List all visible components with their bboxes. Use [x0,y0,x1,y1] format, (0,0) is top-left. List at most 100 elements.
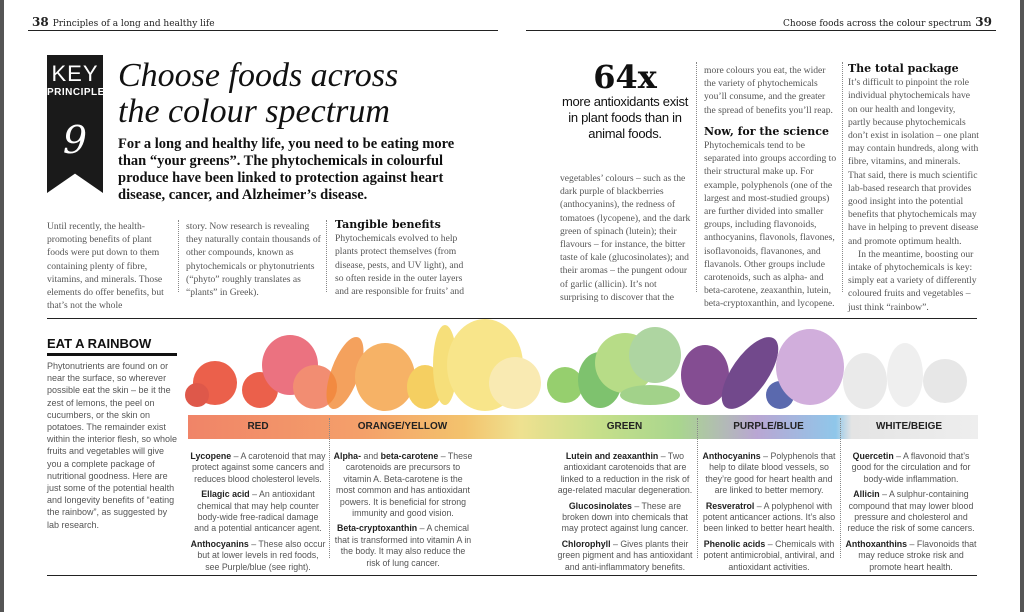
running-title-right: Choose foods across the colour spectrum [783,19,972,29]
total-package-heading: The total package [848,62,959,75]
column-divider [696,62,697,292]
benefit-item: Resveratrol – A polyphenol with potent a… [700,501,838,535]
benefit-name: beta-carotene [380,451,439,461]
column-2: story. Now research is revealing they na… [186,221,321,299]
stat-text: more antioxidants exist in plant foods t… [561,94,689,141]
bottom-rule [47,575,977,576]
column-6-text: It’s difficult to pinpoint the role indi… [848,77,979,247]
column-divider [840,418,841,558]
page-edge-right [1020,0,1024,612]
benefit-item: Anthocyanins – These also occur but at l… [190,539,326,573]
rainbow-colour-bar [188,415,978,439]
benefit-name: Ellagic acid [201,489,250,500]
white-beige-benefits: Quercetin – A flavonoid that’s good for … [844,451,978,577]
banner-principle: PRINCIPLE [47,87,105,98]
stat-callout: 64x more antioxidants exist in plant foo… [560,60,690,142]
benefit-desc: – A carotenoid that may protect against … [191,451,326,484]
benefit-item: Glucosinolates – These are broken down i… [556,501,694,535]
red-benefits: Lycopene – A carotenoid that may protect… [190,451,326,577]
benefit-item: Lycopene – A carotenoid that may protect… [190,451,326,485]
running-title-left: Principles of a long and healthy life [52,19,215,29]
benefit-item: Phenolic acids – Chemicals with potent a… [700,539,838,573]
header-right: Choose foods across the colour spectrum 3… [783,15,996,29]
column-divider [842,62,843,292]
header-left: 38 Principles of a long and healthy life [28,15,215,29]
benefit-name: Phenolic acids [703,538,766,549]
benefit-name: Lycopene [190,451,232,461]
column-5: more colours you eat, the wider the vari… [704,64,839,311]
tangible-benefits-heading: Tangible benefits [335,218,441,231]
eat-rainbow-heading: EAT A RAINBOW [47,336,177,356]
benefit-desc: – These are broken down into chemicals t… [561,500,689,534]
benefit-name: Lutein and zeaxanthin [565,451,659,461]
eat-rainbow-text: Phytonutrients are found on or near the … [47,361,178,530]
benefit-connector: and [361,451,381,461]
benefit-desc: – Flavonoids that may reduce stroke risk… [858,538,977,572]
stat-number: 64x [593,58,657,96]
benefit-name: Allicin [853,489,880,500]
benefit-desc: – A sulphur-containing compound that may… [847,489,975,534]
benefit-desc: – Chemicals with potent antimicrobial, a… [703,538,835,572]
header-rule-left [28,30,498,31]
column-1: Until recently, the health-promoting ben… [47,221,164,312]
benefit-desc: – A polyphenol with potent anticancer ac… [702,500,836,534]
benefit-item: Ellagic acid – An antioxidant chemical t… [190,489,326,535]
benefit-name: Resveratrol [705,500,755,511]
benefit-item: Alpha- and beta-carotene – These caroten… [333,451,473,519]
intro-text: For a long and healthy life, you need to… [118,136,455,203]
section-rule [47,318,977,319]
benefit-item: Anthocyanins – Polyphenols that help to … [700,451,838,497]
benefit-desc: – Gives plants their green pigment and h… [557,538,693,572]
benefit-item: Lutein and zeaxanthin – Two antioxidant … [556,451,694,497]
benefit-name: Anthocyanins [190,538,249,549]
benefit-desc: – A flavonoid that’s good for the circul… [851,451,971,484]
benefit-desc: – An antioxidant chemical that may help … [194,489,322,534]
column-5-text: more colours you eat, the wider the vari… [704,65,833,116]
column-6: The total package It’s difficult to pinp… [848,62,980,314]
benefit-desc: – These also occur but at lower levels i… [197,538,326,572]
column-divider [329,418,330,558]
column-3-text: Phytochemicals evolved to help plants pr… [335,233,465,298]
benefit-name: Anthoxanthins [845,538,908,549]
orange-yellow-benefits: Alpha- and beta-carotene – These caroten… [333,451,473,573]
green-foods-icon [547,327,681,408]
fruit-vegetable-illustration [185,319,967,411]
benefit-desc: – These carotenoids are precursors to vi… [336,451,473,519]
label-white-beige: WHITE/BEIGE [875,421,943,432]
column-divider [697,418,698,558]
column-3: Tangible benefits Phytochemicals evolved… [335,218,470,298]
label-green: GREEN [606,421,643,432]
white-beige-foods-icon [843,343,967,409]
banner-number: 9 [62,118,88,162]
benefit-item: Quercetin – A flavonoid that’s good for … [844,451,978,485]
orange-yellow-foods-icon [326,319,541,411]
column-divider [178,220,179,292]
benefit-name: Beta-cryptoxanthin [336,523,418,534]
benefit-item: Chlorophyll – Gives plants their green p… [556,539,694,573]
red-foods-icon [185,335,337,409]
page-title: Choose foods across the colour spectrum [118,57,399,130]
purple-blue-foods-icon [681,329,844,409]
benefit-name: Alpha- [333,451,362,461]
page-edge-left [0,0,4,612]
green-benefits: Lutein and zeaxanthin – Two antioxidant … [556,451,694,577]
benefit-item: Allicin – A sulphur-containing compound … [844,489,978,535]
header-rule-right [526,30,996,31]
science-heading: Now, for the science [704,124,829,138]
benefit-name: Anthocyanins [702,451,761,461]
column-4: vegetables’ colours – such as the dark p… [560,173,691,303]
benefit-name: Chlorophyll [561,538,611,549]
benefit-item: Anthoxanthins – Flavonoids that may redu… [844,539,978,573]
key-principle-banner: KEY PRINCIPLE 9 [47,55,103,193]
page-number-right: 39 [975,15,992,29]
benefit-desc: – Two antioxidant carotenoids that are l… [557,451,693,496]
column-6-text-2: In the meantime, boosting our intake of … [848,248,977,313]
banner-key: KEY [51,61,99,86]
label-orange-yellow: ORANGE/YELLOW [357,421,448,432]
benefit-name: Quercetin [852,451,894,461]
page-number-left: 38 [32,15,49,29]
label-red: RED [247,421,269,432]
benefit-name: Glucosinolates [568,500,632,511]
benefit-item: Beta-cryptoxanthin – A chemical that is … [333,523,473,569]
column-5-science-text: Phytochemicals tend to be separated into… [704,140,837,310]
